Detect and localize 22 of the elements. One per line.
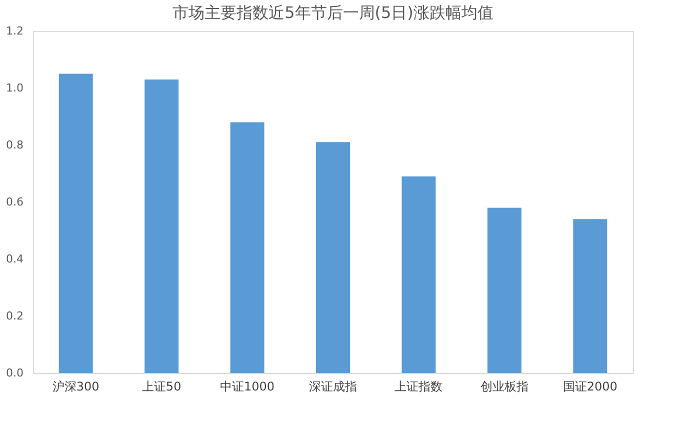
bar xyxy=(402,176,436,373)
chart-title: 市场主要指数近5年节后一周(5日)涨跌幅均值 xyxy=(172,3,494,22)
y-tick-label: 0.6 xyxy=(6,196,24,208)
y-tick-label: 0.8 xyxy=(6,138,24,152)
bar xyxy=(316,142,350,373)
x-tick-label: 上证50 xyxy=(142,380,182,394)
x-tick-label: 创业板指 xyxy=(480,380,528,394)
y-tick-label: 1.0 xyxy=(6,82,24,94)
bar xyxy=(58,74,93,373)
x-tick-label: 深证成指 xyxy=(309,380,357,394)
bar xyxy=(230,122,264,373)
bar xyxy=(144,79,179,373)
y-tick-label: 1.2 xyxy=(6,24,24,38)
y-tick-label: 0.4 xyxy=(6,252,24,266)
y-tick-label: 0.0 xyxy=(6,366,24,380)
x-tick-label: 上证指数 xyxy=(394,380,443,394)
x-tick-label: 沪深300 xyxy=(52,380,100,394)
x-tick-label: 国证2000 xyxy=(562,380,618,394)
bar xyxy=(573,219,608,373)
y-tick-label: 0.2 xyxy=(6,310,24,322)
x-tick-label: 中证1000 xyxy=(220,380,275,394)
bar xyxy=(487,208,522,373)
